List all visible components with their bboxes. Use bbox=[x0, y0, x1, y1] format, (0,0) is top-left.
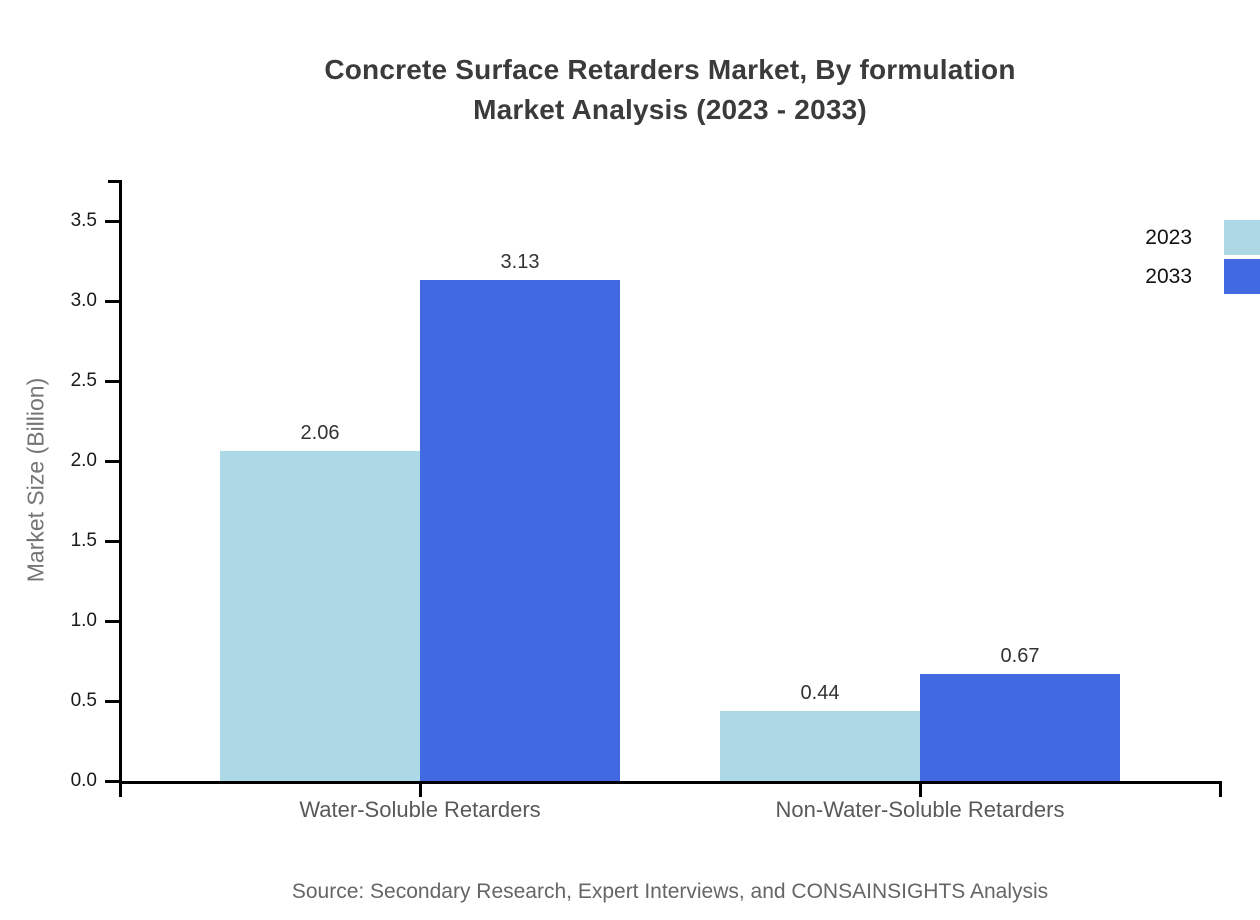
y-tick-label: 2.0 bbox=[70, 450, 97, 471]
legend-label-2023: 2023 bbox=[1145, 226, 1192, 249]
bar-value-label: 0.67 bbox=[1000, 645, 1040, 667]
legend-label-2033: 2033 bbox=[1145, 265, 1192, 288]
source-note: Source: Secondary Research, Expert Inter… bbox=[291, 880, 1049, 903]
y-tick-mark bbox=[105, 700, 119, 703]
legend-swatch-2023 bbox=[1224, 220, 1260, 255]
bar-value-label: 0.44 bbox=[800, 682, 840, 704]
chart-title: Concrete Surface Retarders Market, By fo… bbox=[80, 50, 1260, 130]
x-category-label: Water-Soluble Retarders bbox=[299, 797, 541, 822]
y-tick-label: 3.0 bbox=[70, 290, 97, 311]
chart-title-line1: Concrete Surface Retarders Market, By fo… bbox=[324, 54, 1016, 85]
legend-swatch-2033 bbox=[1224, 259, 1260, 294]
x-axis-end-cap bbox=[1219, 781, 1222, 797]
y-tick-mark bbox=[105, 460, 119, 463]
chart-title-line2: Market Analysis (2023 - 2033) bbox=[473, 94, 867, 125]
y-axis-spine bbox=[119, 180, 122, 797]
y-tick-label: 1.5 bbox=[70, 530, 97, 551]
y-tick-mark bbox=[105, 380, 119, 383]
y-tick-mark bbox=[105, 220, 119, 223]
x-tick-mark bbox=[418, 784, 422, 797]
y-tick-mark bbox=[105, 300, 119, 303]
bar-2023-water-soluble-retarders bbox=[220, 451, 420, 781]
bar-2023-non-water-soluble-retarders bbox=[720, 711, 920, 781]
y-tick-label: 0.5 bbox=[70, 690, 97, 711]
bar-value-label: 2.06 bbox=[300, 422, 340, 444]
x-category-label: Non-Water-Soluble Retarders bbox=[775, 797, 1065, 822]
y-tick-label: 0.0 bbox=[70, 770, 97, 791]
y-tick-label: 3.5 bbox=[70, 210, 97, 231]
x-tick-mark bbox=[918, 784, 922, 797]
bar-value-label: 3.13 bbox=[500, 251, 540, 273]
y-tick-mark bbox=[105, 780, 119, 783]
y-tick-label: 1.0 bbox=[70, 610, 97, 631]
y-tick-mark bbox=[105, 620, 119, 623]
y-tick-mark bbox=[105, 540, 119, 543]
x-axis-spine bbox=[119, 781, 1222, 784]
y-axis-end-cap bbox=[108, 180, 119, 183]
bar-2033-water-soluble-retarders bbox=[420, 280, 620, 781]
bar-2033-non-water-soluble-retarders bbox=[920, 674, 1120, 781]
y-tick-label: 2.5 bbox=[70, 370, 97, 391]
